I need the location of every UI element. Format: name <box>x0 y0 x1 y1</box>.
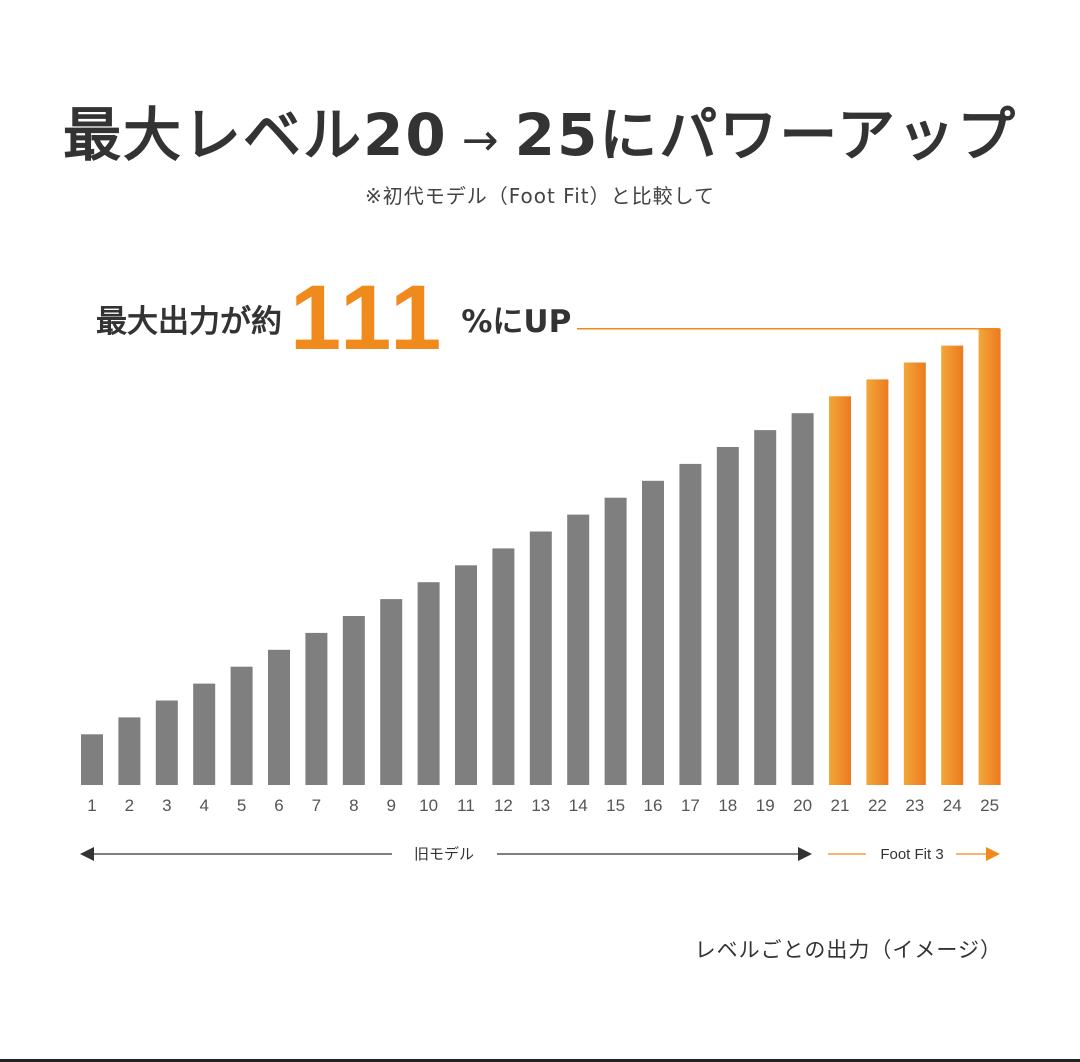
old-range-left-arrow-icon <box>80 847 94 861</box>
old-range-right-arrow-icon <box>798 847 812 861</box>
bar-level-24 <box>941 345 964 785</box>
tick-label-22: 22 <box>868 796 887 815</box>
callout-tail: %にUP <box>461 303 572 340</box>
tick-label-20: 20 <box>793 796 812 815</box>
title-right: 25にパワーアップ <box>514 101 1017 169</box>
title-arrow-icon: → <box>461 115 501 166</box>
bar-group <box>81 328 1001 785</box>
tick-label-10: 10 <box>419 796 438 815</box>
x-tick-labels: 1 2 3 4 5 6 7 8 9 10 11 12 13 14 15 16 17 18 19 20 21 22 23 24 2… <box>87 796 999 815</box>
tick-label-18: 18 <box>718 796 737 815</box>
tick-label-23: 23 <box>905 796 924 815</box>
bar-level-20 <box>791 413 814 785</box>
callout-value: 111 <box>290 267 446 369</box>
bar-level-5 <box>230 666 253 785</box>
tick-label-9: 9 <box>386 796 395 815</box>
new-range-label: Foot Fit 3 <box>880 846 943 863</box>
tick-label-5: 5 <box>237 796 246 815</box>
tick-label-8: 8 <box>349 796 358 815</box>
bar-level-2 <box>118 717 141 785</box>
bar-level-21 <box>829 396 851 785</box>
bar-level-17 <box>679 463 702 785</box>
title-left: 最大レベル20 <box>63 101 448 169</box>
tick-label-12: 12 <box>494 796 513 815</box>
bar-level-19 <box>754 430 777 785</box>
tick-label-4: 4 <box>199 796 208 815</box>
tick-label-2: 2 <box>125 796 134 815</box>
tick-label-13: 13 <box>531 796 550 815</box>
tick-label-24: 24 <box>943 796 962 815</box>
bar-level-1 <box>81 734 103 785</box>
bar-level-7 <box>305 632 328 785</box>
callout-lead: 最大出力が約 <box>96 303 282 340</box>
tick-label-25: 25 <box>980 796 999 815</box>
bar-level-22 <box>866 379 889 785</box>
tick-label-11: 11 <box>457 796 475 815</box>
bar-level-14 <box>567 514 590 785</box>
bar-level-9 <box>380 599 403 785</box>
chart-caption: レベルごとの出力（イメージ） <box>694 938 1002 962</box>
bar-level-25 <box>978 328 1001 785</box>
page-subtitle: ※初代モデル（Foot Fit）と比較して <box>364 184 716 208</box>
bar-level-23 <box>903 362 926 785</box>
bar-level-18 <box>716 447 739 785</box>
bar-level-8 <box>342 616 365 785</box>
tick-label-16: 16 <box>644 796 663 815</box>
tick-label-7: 7 <box>312 796 321 815</box>
bar-level-6 <box>268 649 290 785</box>
bar-level-10 <box>417 582 440 785</box>
tick-label-14: 14 <box>569 796 588 815</box>
bar-level-16 <box>642 480 664 785</box>
bar-level-12 <box>492 548 515 785</box>
bar-level-15 <box>604 497 627 785</box>
bar-level-3 <box>155 700 178 785</box>
tick-label-3: 3 <box>162 796 171 815</box>
bar-level-11 <box>455 565 477 785</box>
bar-level-4 <box>193 683 216 785</box>
page-title: 最大レベル20 → 25にパワーアップ <box>0 88 1080 172</box>
tick-label-21: 21 <box>831 796 850 815</box>
output-callout: 最大出力が約 111 %にUP <box>96 268 571 368</box>
old-range-label: 旧モデル <box>414 845 474 863</box>
bottom-divider <box>0 1059 1080 1062</box>
range-indicators: 旧モデル Foot Fit 3 <box>80 845 1000 863</box>
tick-label-15: 15 <box>606 796 625 815</box>
tick-label-1: 1 <box>87 796 96 815</box>
tick-label-19: 19 <box>756 796 775 815</box>
tick-label-17: 17 <box>681 796 700 815</box>
tick-label-6: 6 <box>274 796 283 815</box>
new-range-arrow-icon <box>986 847 1000 861</box>
bar-level-13 <box>529 531 552 785</box>
